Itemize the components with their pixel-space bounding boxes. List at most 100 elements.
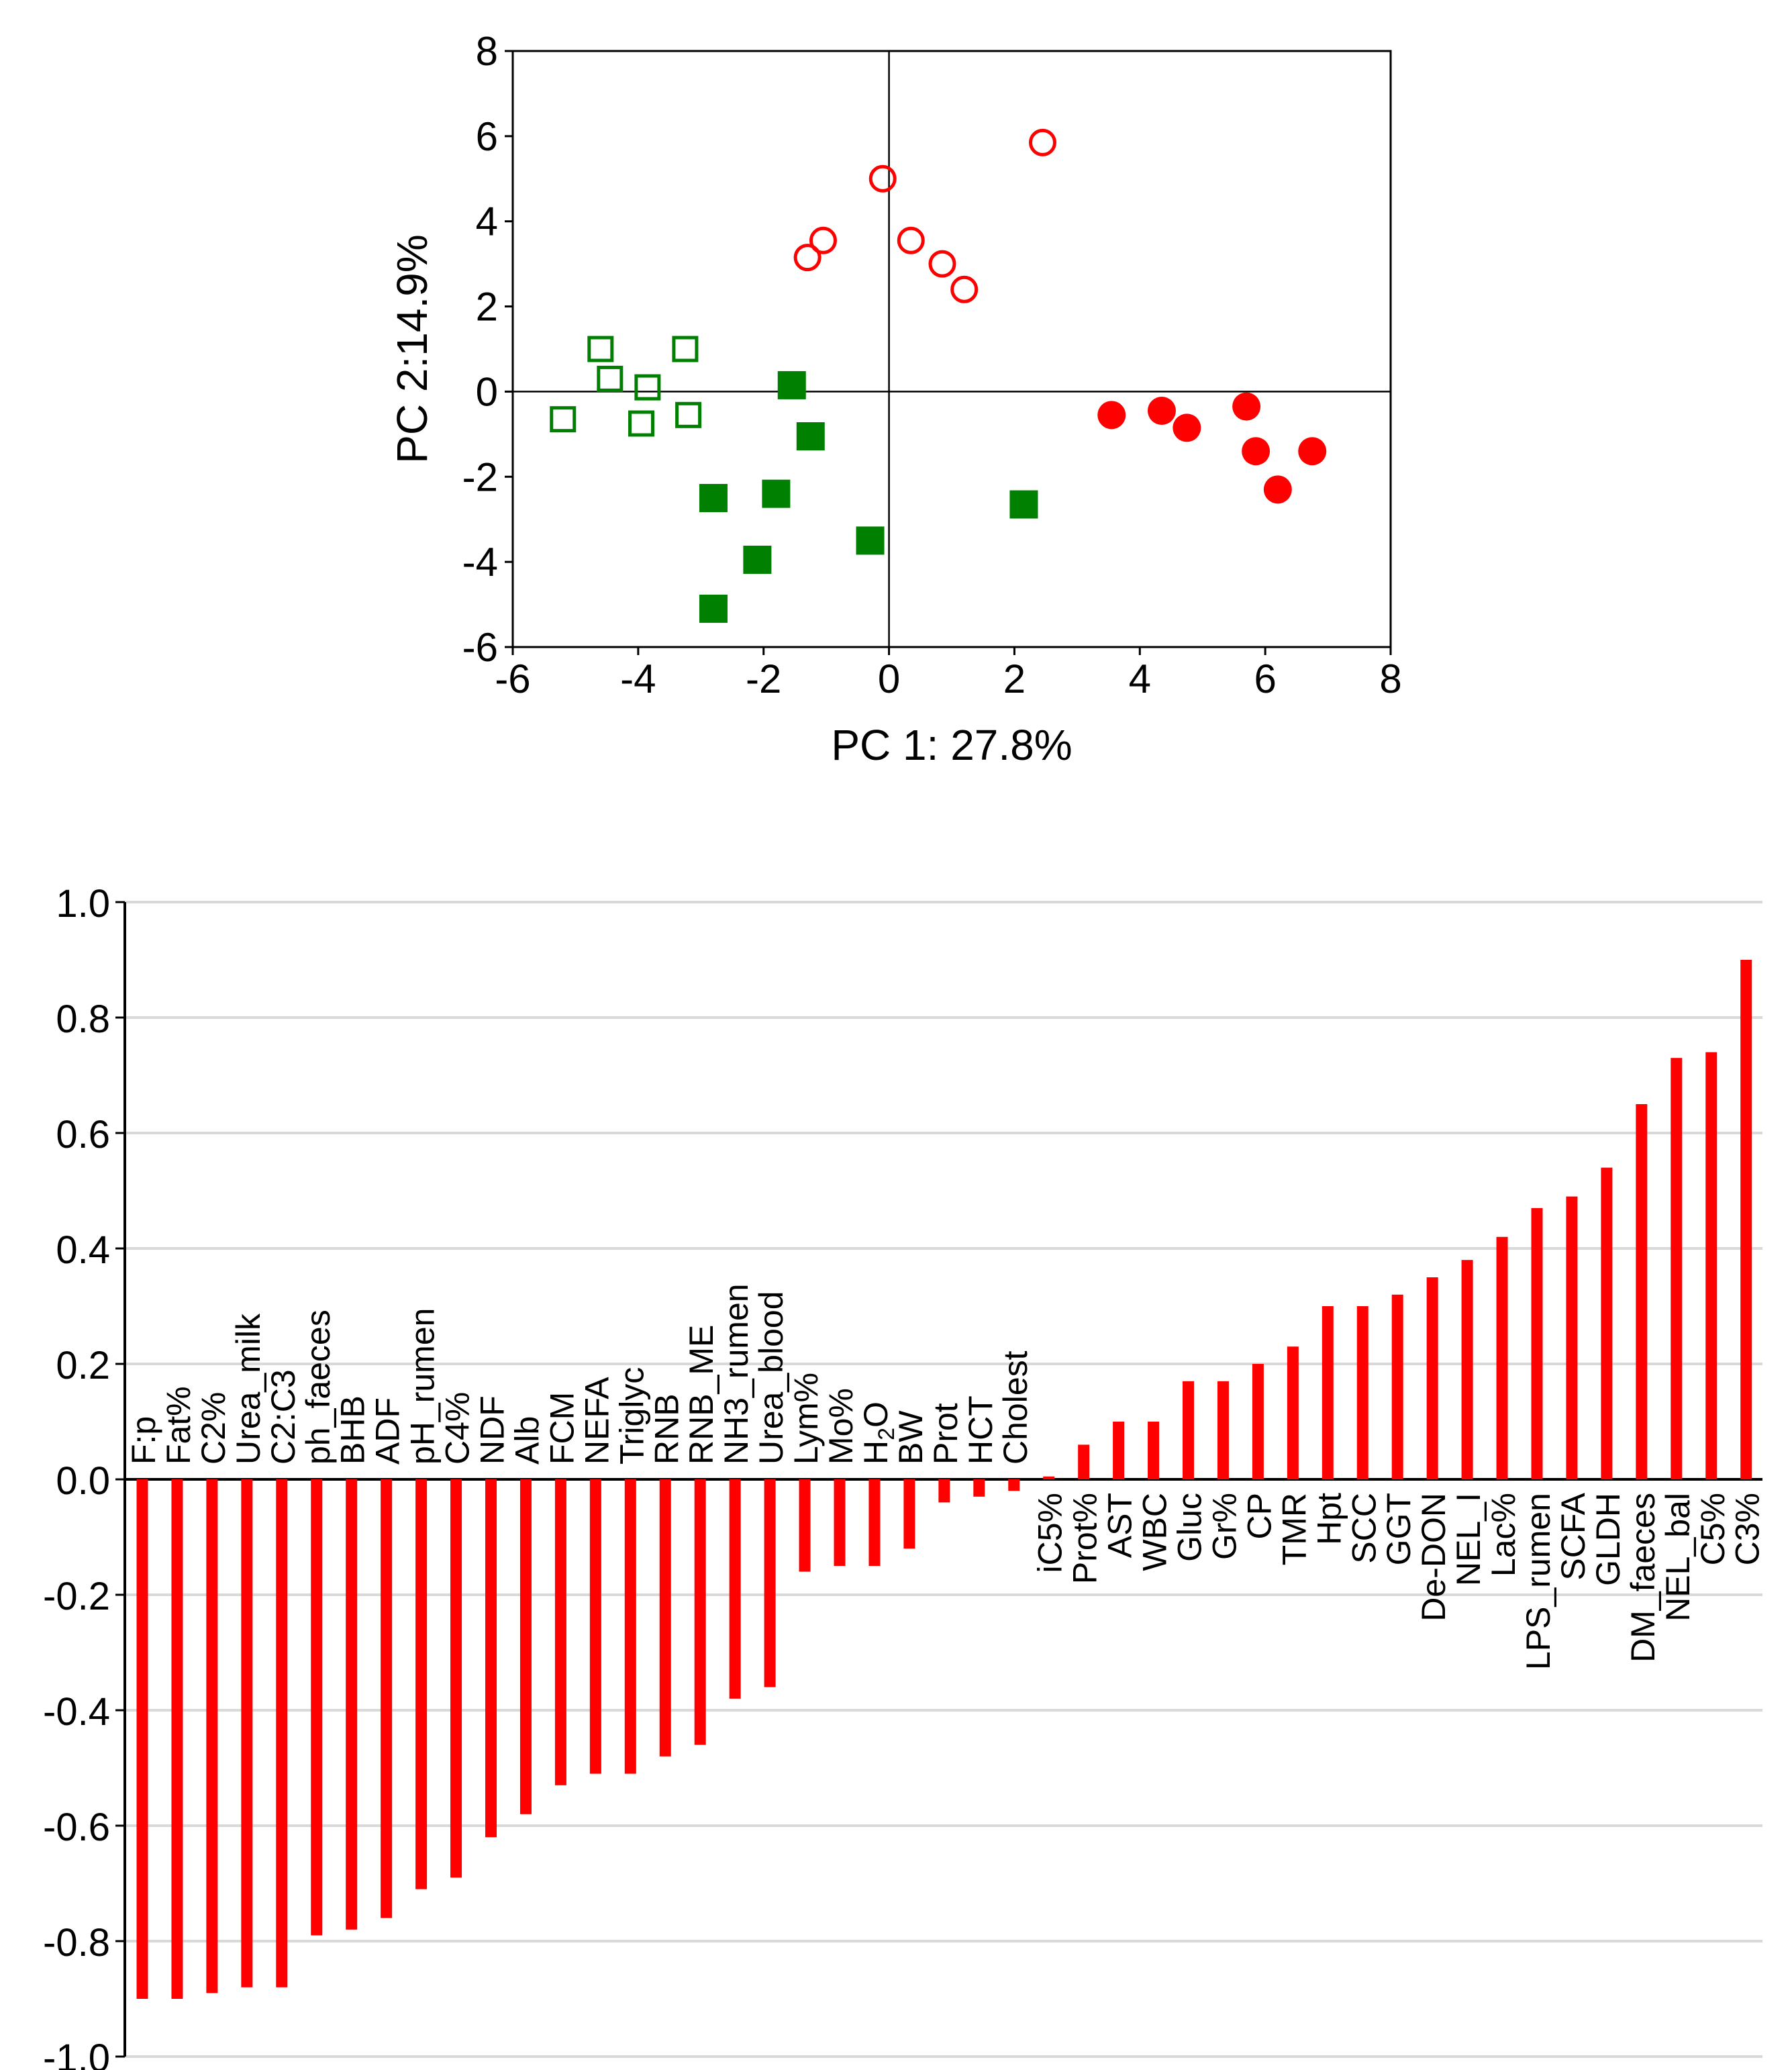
bar (834, 1479, 846, 1566)
category-label: Prot% (1066, 1493, 1104, 1584)
data-point-filled-squares (699, 594, 728, 623)
category-label: De-DON (1415, 1493, 1452, 1622)
y-tick-label: 0.2 (56, 1344, 110, 1387)
category-label: BW (892, 1410, 930, 1465)
category-label: Urea_milk (230, 1313, 267, 1465)
category-label: Alb (508, 1416, 546, 1465)
bar (136, 1479, 148, 1999)
y-tick-label: 0.4 (56, 1228, 110, 1272)
category-label: Hpt (1310, 1493, 1348, 1545)
bar (624, 1479, 636, 1774)
bar (659, 1479, 671, 1757)
data-point-open-squares (550, 406, 577, 433)
data-point-filled-circles (1263, 475, 1292, 504)
bar (1740, 960, 1752, 1479)
data-point-open-circles (950, 275, 979, 303)
y-tick-label: -1.0 (43, 2036, 110, 2070)
bar (1113, 1422, 1125, 1479)
category-label: C3% (1729, 1493, 1766, 1565)
x-tick-label: 6 (1254, 656, 1276, 701)
bar (1078, 1444, 1090, 1479)
category-label: LPS_rumen (1520, 1493, 1557, 1670)
bar (1148, 1422, 1160, 1479)
y-tick-label: 0 (476, 369, 498, 414)
y-tick-label: 2 (476, 285, 498, 330)
x-tick-label: -6 (495, 656, 530, 701)
category-label: WBC (1136, 1493, 1174, 1571)
bar (868, 1479, 881, 1566)
x-tick-label: -4 (620, 656, 656, 701)
y-tick-label: 0.8 (56, 997, 110, 1041)
category-label: CP (1240, 1493, 1278, 1539)
data-point-filled-squares (699, 484, 728, 512)
data-point-filled-circles (1298, 437, 1327, 466)
category-label: NH3_rumen (717, 1283, 755, 1465)
category-label: HCT (962, 1395, 999, 1465)
bar (1043, 1476, 1055, 1479)
data-point-filled-circles (1097, 401, 1126, 430)
bar (1287, 1346, 1299, 1479)
data-point-open-squares (672, 336, 699, 362)
y-tick-label: 1.0 (56, 882, 110, 926)
bar (903, 1479, 915, 1549)
bar (1426, 1277, 1438, 1479)
bar (1008, 1479, 1020, 1491)
data-point-open-circles (897, 226, 925, 254)
y-axis-label: PC 2:14.9% (388, 234, 436, 464)
data-point-filled-squares (743, 545, 772, 574)
bar (1531, 1208, 1543, 1479)
data-point-open-circles (809, 226, 837, 254)
bar (1356, 1306, 1368, 1479)
data-point-open-squares (587, 336, 614, 362)
bar (519, 1479, 532, 1814)
loading-bar-chart: -1.0 -0.8 -0.6 -0.4 -0.2 0.0 0.2 0.4 0.6 0.8 1.0 F:… (43, 882, 1766, 2070)
category-label: Gluc (1171, 1493, 1209, 1562)
bar (799, 1479, 811, 1572)
category-label: RNB (648, 1393, 685, 1465)
category-label: ADF (369, 1397, 407, 1465)
bar (694, 1479, 706, 1745)
y-tick-label: 6 (476, 114, 498, 159)
bar (415, 1479, 428, 1889)
category-label: Prot (927, 1403, 964, 1465)
x-tick-label: -2 (746, 656, 781, 701)
data-point-open-squares (634, 374, 661, 401)
data-point-filled-circles (1232, 392, 1261, 421)
data-point-open-circles (1028, 128, 1056, 156)
bar (381, 1479, 393, 1918)
category-label: pH_rumen (404, 1308, 442, 1465)
bar (1636, 1104, 1648, 1479)
data-point-open-squares (628, 410, 655, 437)
y-tick-label: -0.6 (43, 1806, 110, 1849)
bar (1322, 1306, 1334, 1479)
category-label: C4% (439, 1392, 477, 1465)
y-tick-label: -2 (462, 454, 498, 499)
data-point-open-circles (928, 250, 956, 278)
bar (276, 1479, 288, 1987)
data-point-filled-circles (1242, 437, 1271, 466)
plot-frame (511, 50, 1392, 648)
category-label: BHB (334, 1395, 372, 1465)
bar (346, 1479, 358, 1930)
y-tick-label: 0.0 (56, 1459, 110, 1503)
category-label: Fat% (160, 1386, 197, 1465)
data-point-filled-circles (1147, 396, 1176, 425)
category-label: FCM (543, 1392, 581, 1465)
bar (554, 1479, 566, 1785)
bar (1391, 1294, 1403, 1479)
data-point-filled-squares (762, 479, 791, 508)
bar (1601, 1167, 1613, 1479)
category-label: F:p (125, 1416, 162, 1465)
category-label: Triglyc (613, 1367, 650, 1465)
category-label: Mo% (822, 1388, 860, 1465)
bar (729, 1479, 741, 1699)
category-label: Cholest (997, 1350, 1034, 1465)
bar (1461, 1260, 1473, 1479)
data-point-filled-squares (777, 371, 806, 399)
x-tick-label: 0 (878, 656, 900, 701)
y-tick-label: -0.8 (43, 1921, 110, 1965)
bar (1217, 1381, 1229, 1479)
bar (973, 1479, 985, 1497)
category-label: AST (1101, 1493, 1139, 1558)
y-tick-label: -0.4 (43, 1690, 110, 1734)
